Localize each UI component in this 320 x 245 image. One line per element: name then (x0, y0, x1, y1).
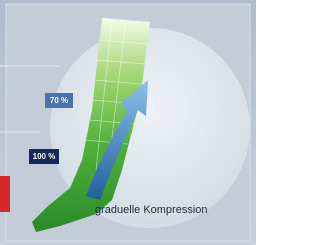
scene: 70 % 100 % graduelle Kompression (0, 0, 256, 245)
caption: graduelle Kompression (95, 204, 208, 216)
label-lower: 100 % (33, 152, 56, 161)
illustration: 70 % 100 % graduelle Kompression (0, 0, 256, 245)
accent-strip (0, 176, 10, 212)
label-upper: 70 % (50, 96, 68, 105)
